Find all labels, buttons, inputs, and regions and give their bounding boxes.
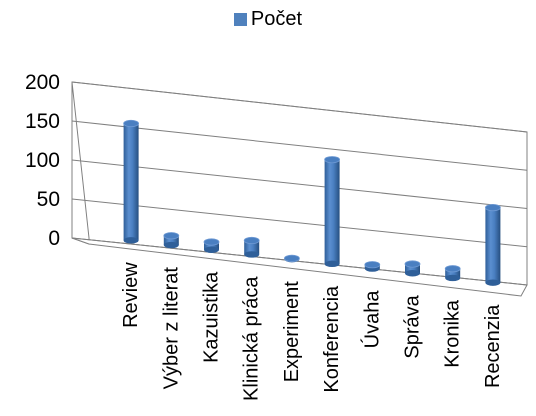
bar-base <box>405 270 420 277</box>
bar-top <box>283 254 300 262</box>
bar <box>203 238 220 253</box>
bar <box>163 232 180 249</box>
bar-top <box>203 238 220 246</box>
y-tick-label: 0 <box>48 227 60 250</box>
bar-body <box>485 207 501 283</box>
category-label: Recenzia <box>482 304 504 388</box>
bar-base <box>445 274 461 282</box>
bar-top <box>444 265 461 273</box>
bar-top <box>243 236 260 245</box>
gridline <box>71 81 528 133</box>
category-label: Kronika <box>442 299 464 368</box>
category-label: Správa <box>402 294 424 358</box>
category-label: Výber z literat <box>160 267 182 390</box>
bar-body <box>204 241 219 250</box>
x-axis: Review Výber z literat Kazuistika Klinická … <box>120 262 504 401</box>
category-label: Experiment <box>281 281 303 383</box>
category-label: Úvaha <box>360 290 383 349</box>
bar-body <box>445 268 461 278</box>
bar <box>444 265 461 282</box>
bar-body <box>324 159 340 264</box>
gridline <box>71 120 528 171</box>
bar-body <box>163 235 179 246</box>
back-wall <box>71 81 528 286</box>
bar-top <box>324 156 341 164</box>
bar-body <box>123 123 139 241</box>
bar-body <box>405 264 420 274</box>
bar <box>364 261 381 272</box>
y-axis: 0 50 100 150 200 <box>25 71 60 250</box>
bars <box>123 119 501 286</box>
bar-top <box>163 232 180 240</box>
bar-top <box>404 260 421 268</box>
y-tick-label: 50 <box>37 188 60 211</box>
legend-swatch <box>233 13 247 26</box>
bar-base <box>324 260 340 268</box>
category-label: Review <box>120 262 142 328</box>
legend-label: Počet <box>250 8 303 30</box>
bar <box>324 156 341 268</box>
category-label: Klinická práca <box>241 276 263 401</box>
bar <box>123 119 140 244</box>
bar-base <box>244 251 260 258</box>
bar-base <box>485 279 501 286</box>
y-tick-label: 100 <box>25 149 60 172</box>
bar-top <box>123 119 140 128</box>
bar <box>404 260 421 277</box>
bar-body <box>244 240 260 255</box>
bar-top <box>484 204 501 212</box>
bar-base <box>123 237 139 244</box>
y-tick-label: 200 <box>25 71 60 94</box>
bar <box>243 236 260 258</box>
gridline <box>71 159 528 209</box>
chart-legend: Počet <box>0 8 536 31</box>
bar <box>283 254 300 263</box>
bar-top <box>364 261 381 269</box>
category-label: Konferencia <box>321 285 343 393</box>
y-tick-label: 150 <box>25 110 60 133</box>
category-label: Kazuistika <box>201 271 223 363</box>
bar-base <box>163 241 179 249</box>
bar-base <box>204 246 219 253</box>
bar <box>484 204 501 286</box>
gridline <box>71 198 528 248</box>
